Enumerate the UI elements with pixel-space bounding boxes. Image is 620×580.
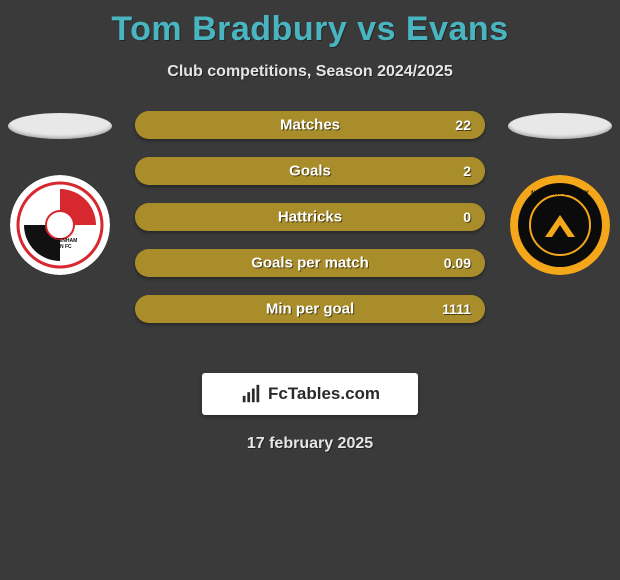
stat-label: Min per goal bbox=[266, 301, 354, 318]
stat-value-right: 0 bbox=[463, 209, 471, 225]
stat-label: Matches bbox=[280, 117, 340, 134]
svg-text:NEWPORT COUNTY: NEWPORT COUNTY bbox=[531, 191, 589, 197]
stat-bar: Matches 22 bbox=[135, 111, 485, 139]
branding-text: FcTables.com bbox=[268, 384, 380, 404]
stat-bar: Goals per match 0.09 bbox=[135, 249, 485, 277]
comparison-arena: CHELTENHAM TOWN FC NEWPORT COUNTY Matche… bbox=[0, 111, 620, 351]
crest-left: CHELTENHAM TOWN FC bbox=[10, 175, 110, 275]
stat-bar: Min per goal 1111 bbox=[135, 295, 485, 323]
newport-crest-icon: NEWPORT COUNTY bbox=[510, 175, 610, 275]
player-left-placeholder bbox=[8, 113, 112, 139]
stat-value-right: 2 bbox=[463, 163, 471, 179]
page-subtitle: Club competitions, Season 2024/2025 bbox=[0, 63, 620, 81]
branding-badge: FcTables.com bbox=[202, 373, 418, 415]
cheltenham-crest-icon: CHELTENHAM TOWN FC bbox=[10, 175, 110, 275]
stat-label: Hattricks bbox=[278, 209, 342, 226]
stat-label: Goals bbox=[289, 163, 331, 180]
stat-value-right: 22 bbox=[455, 117, 471, 133]
stat-value-right: 1111 bbox=[442, 301, 471, 317]
comparison-infographic: Tom Bradbury vs Evans Club competitions,… bbox=[0, 0, 620, 580]
crest-right: NEWPORT COUNTY bbox=[510, 175, 610, 275]
player-right-placeholder bbox=[508, 113, 612, 139]
stat-value-right: 0.09 bbox=[444, 255, 471, 271]
date-label: 17 february 2025 bbox=[0, 435, 620, 453]
stat-bars: Matches 22 Goals 2 Hattricks 0 Goals per match… bbox=[135, 111, 485, 323]
stat-bar: Goals 2 bbox=[135, 157, 485, 185]
page-title: Tom Bradbury vs Evans bbox=[0, 0, 620, 49]
chart-icon bbox=[240, 383, 262, 405]
player-right-column: NEWPORT COUNTY bbox=[500, 111, 620, 275]
player-left-column: CHELTENHAM TOWN FC bbox=[0, 111, 120, 275]
stat-bar: Hattricks 0 bbox=[135, 203, 485, 231]
svg-text:TOWN FC: TOWN FC bbox=[48, 244, 72, 250]
stat-label: Goals per match bbox=[251, 255, 369, 272]
